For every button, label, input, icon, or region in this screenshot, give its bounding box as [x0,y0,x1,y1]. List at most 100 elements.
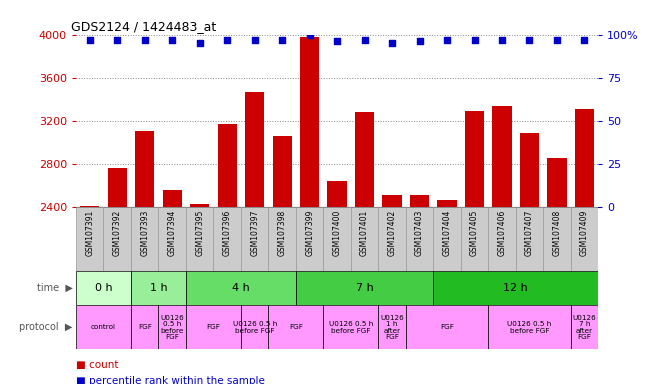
Text: 7 h: 7 h [356,283,373,293]
Point [332,38,342,45]
Text: GSM107401: GSM107401 [360,209,369,255]
Text: GSM107407: GSM107407 [525,209,534,256]
Text: GSM107395: GSM107395 [195,209,204,256]
Point [194,40,205,46]
Bar [300,37,319,207]
Bar [131,271,186,305]
Point [414,38,425,45]
Bar [186,305,241,349]
Bar [516,207,543,271]
Bar [570,305,598,349]
Point [139,36,150,43]
Bar [461,207,488,271]
Text: GSM107409: GSM107409 [580,209,589,256]
Text: GSM107398: GSM107398 [278,209,287,255]
Bar [76,207,104,271]
Bar [547,158,566,207]
Bar [104,207,131,271]
Bar [355,112,374,207]
Bar [272,136,292,207]
Text: 4 h: 4 h [232,283,250,293]
Bar [186,271,296,305]
Point [360,36,370,43]
Bar [186,207,214,271]
Text: FGF: FGF [137,324,151,330]
Text: U0126
0.5 h
before
FGF: U0126 0.5 h before FGF [161,314,184,340]
Point [222,36,233,43]
Bar [323,305,378,349]
Text: GSM107404: GSM107404 [443,209,451,256]
Bar [214,207,241,271]
Bar [159,207,186,271]
Text: U0126
7 h
after
FGF: U0126 7 h after FGF [572,314,596,340]
Bar [323,207,351,271]
Bar [241,305,268,349]
Text: GSM107394: GSM107394 [168,209,176,256]
Bar [76,305,131,349]
Text: FGF: FGF [206,324,220,330]
Text: GSM107396: GSM107396 [223,209,231,256]
Bar [80,206,99,207]
Text: U0126 0.5 h
before FGF: U0126 0.5 h before FGF [329,321,373,334]
Bar [159,305,186,349]
Bar [351,207,378,271]
Bar [575,109,594,207]
Text: GDS2124 / 1424483_at: GDS2124 / 1424483_at [71,20,216,33]
Bar [108,169,127,207]
Bar [438,200,457,207]
Bar [488,207,516,271]
Text: GSM107405: GSM107405 [470,209,479,256]
Bar [492,106,512,207]
Bar [406,207,434,271]
Point [304,31,315,38]
Text: GSM107392: GSM107392 [113,209,122,255]
Bar [296,207,323,271]
Point [387,40,397,46]
Bar [543,207,570,271]
Text: GSM107399: GSM107399 [305,209,314,256]
Text: GSM107406: GSM107406 [498,209,506,256]
Point [249,36,260,43]
Point [524,36,535,43]
Bar [406,305,488,349]
Text: GSM107391: GSM107391 [85,209,95,255]
Point [552,36,563,43]
Bar [268,207,296,271]
Bar [217,124,237,207]
Bar [383,195,402,207]
Text: time  ▶: time ▶ [37,283,73,293]
Bar [488,305,570,349]
Bar [131,207,159,271]
Bar [76,271,131,305]
Text: ■ percentile rank within the sample: ■ percentile rank within the sample [76,376,265,384]
Bar [190,204,210,207]
Point [579,36,590,43]
Bar [268,305,323,349]
Text: ■ count: ■ count [76,360,118,370]
Text: control: control [91,324,116,330]
Bar [465,111,484,207]
Bar [434,271,598,305]
Point [167,36,178,43]
Bar [241,207,268,271]
Point [85,36,95,43]
Point [112,36,122,43]
Bar [378,207,406,271]
Bar [296,271,434,305]
Bar [434,207,461,271]
Point [469,36,480,43]
Point [442,36,452,43]
Text: GSM107400: GSM107400 [332,209,342,256]
Bar [135,131,155,207]
Text: U0126
1 h
after
FGF: U0126 1 h after FGF [380,314,404,340]
Text: GSM107408: GSM107408 [553,209,561,255]
Text: 0 h: 0 h [95,283,112,293]
Text: 12 h: 12 h [504,283,528,293]
Text: U0126 0.5 h
before FGF: U0126 0.5 h before FGF [508,321,552,334]
Point [496,36,507,43]
Text: protocol  ▶: protocol ▶ [19,322,73,333]
Text: GSM107393: GSM107393 [140,209,149,256]
Text: 1 h: 1 h [149,283,167,293]
Text: U0126 0.5 h
before FGF: U0126 0.5 h before FGF [233,321,277,334]
Bar [131,305,159,349]
